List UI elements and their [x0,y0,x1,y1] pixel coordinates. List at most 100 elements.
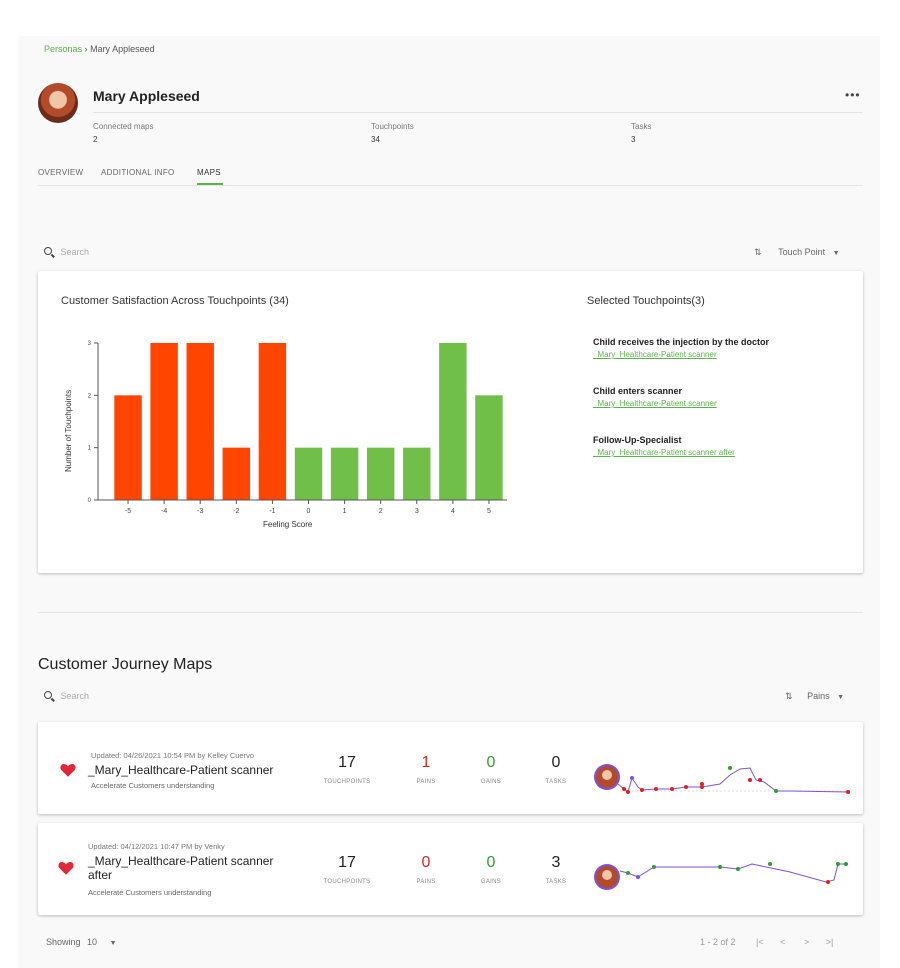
y-axis-label: Number of Touchpoints [64,390,73,472]
header-divider [93,112,863,113]
journey-search-input[interactable]: Search [60,691,90,701]
touchpoint-name: Child receives the injection by the doct… [593,337,770,347]
bar--3[interactable] [186,343,214,500]
x-tick-label: 2 [379,508,383,515]
showing-value[interactable]: 10 [87,937,98,947]
map-name[interactable]: _Mary_Healthcare-Patient scanner after [88,854,274,882]
search-icon [44,247,52,255]
stat-tasks: Tasks 3 [631,122,651,144]
sort-icon: ⇅ [754,247,762,257]
journey-map-card[interactable] [38,823,863,915]
bar-3[interactable] [403,447,431,500]
map-updated-text: Updated: 04/12/2021 10:47 PM by Venky [88,842,225,851]
chevron-down-icon[interactable]: ▼ [837,694,845,701]
showing-label: Showing [46,937,81,947]
metric-label: TASKS [545,879,567,885]
bar-2[interactable] [366,447,395,500]
map-touchpoints-count: 17 [338,854,356,871]
journey-section-title: Customer Journey Maps [38,656,213,673]
pagination: 1 - 2 of 2 |< < > >| [700,937,833,947]
touchpoint-name: Child enters scanner [593,386,683,396]
x-tick-label: 4 [451,508,455,515]
x-tick-label: 3 [415,508,419,515]
metric-label: PAINS [416,879,436,885]
metric-label: GAINS [480,879,502,885]
breadcrumb-separator: › [84,44,88,54]
bar--1[interactable] [258,343,287,500]
map-sparkline [594,764,850,794]
map-tasks-count: 0 [551,754,561,771]
touchpoint-search-input[interactable]: Search [60,247,90,257]
map-name[interactable]: _Mary_Healthcare-Patient scanner [88,763,274,777]
map-pains-count: 0 [421,854,431,871]
tabs-divider [38,185,863,186]
map-subtitle: Accelerate Customers understanding [88,888,212,897]
bar-5[interactable] [475,395,503,500]
tab-maps[interactable]: MAPS [197,168,221,177]
x-tick-label: 1 [343,508,347,515]
journey-map-card[interactable] [38,722,863,814]
tab-overview[interactable]: OVERVIEW [38,168,84,177]
stat-value: 3 [631,135,636,144]
favorite-heart-icon[interactable] [57,859,75,877]
y-tick-label: 3 [88,341,92,347]
y-tick-label: 0 [88,498,92,504]
touchpoint-sort[interactable]: ⇅ Touch Point ▼ [754,247,840,258]
breadcrumb: Personas › Mary Appleseed [44,44,155,54]
y-tick-label: 1 [88,446,92,452]
first-page-icon[interactable]: |< [756,937,764,947]
touchpoint-map-link[interactable]: _Mary_Healthcare-Patient scanner [593,350,717,359]
x-tick-label: -2 [233,508,239,515]
journey-search[interactable]: Search [44,691,89,701]
x-tick-label: 5 [487,508,491,515]
metric-label: TASKS [545,779,567,785]
breadcrumb-current: Mary Appleseed [90,44,155,54]
metric-label: TOUCHPOINTS [323,879,371,885]
y-tick-label: 2 [88,393,92,399]
last-page-icon[interactable]: >| [825,937,834,947]
selected-touchpoint-item: Follow-Up-Specialist _Mary_Healthcare-Pa… [593,435,735,457]
sort-icon: ⇅ [785,691,793,701]
stat-label: Touchpoints [371,122,414,131]
x-tick-label: -5 [125,508,131,515]
more-options-icon[interactable]: ••• [845,88,861,102]
prev-page-icon[interactable]: < [780,937,786,947]
persona-avatar [38,83,78,123]
x-tick-label: -3 [197,508,203,515]
map-subtitle: Accelerate Customers understanding [91,781,215,790]
x-tick-label: -1 [269,508,275,515]
section-divider [38,612,863,613]
selected-touchpoint-item: Child receives the injection by the doct… [593,337,769,359]
bar--5[interactable] [114,395,142,500]
map-gains-count: 0 [486,854,496,871]
page-size-selector[interactable]: Showing 10 ▼ [46,937,117,947]
map-updated-text: Updated: 04/26/2021 10:54 PM by Kelley C… [91,751,255,760]
journey-sort[interactable]: ⇅ Pains ▼ [785,691,844,702]
bar-4[interactable] [439,343,467,500]
journey-sort-label[interactable]: Pains [807,691,830,701]
map-sparkline [594,862,848,890]
breadcrumb-personas-link[interactable]: Personas [44,44,83,54]
touchpoint-name: Follow-Up-Specialist [593,435,682,445]
tab-additional-info[interactable]: ADDITIONAL INFO [101,168,175,177]
x-axis-label: Feeling Score [263,520,313,529]
touchpoint-search[interactable]: Search [44,247,89,257]
bar-1[interactable] [330,447,359,500]
tab-active-indicator [197,183,223,185]
stat-label: Connected maps [93,122,154,131]
stat-touchpoints: Touchpoints 34 [371,122,414,144]
metric-label: GAINS [480,779,502,785]
x-tick-label: -4 [161,508,167,515]
chart-title: Customer Satisfaction Across Touchpoints… [61,295,289,307]
favorite-heart-icon[interactable] [59,761,77,779]
touchpoint-map-link[interactable]: _Mary_Healthcare-Patient scanner [593,399,717,408]
chevron-down-icon[interactable]: ▼ [832,250,840,257]
touchpoint-sort-label[interactable]: Touch Point [778,247,826,257]
map-tasks-count: 3 [551,854,561,871]
next-page-icon[interactable]: > [803,937,810,947]
chevron-down-icon[interactable]: ▼ [109,940,117,947]
bar--4[interactable] [150,343,178,500]
bar-0[interactable] [294,447,323,500]
touchpoint-map-link[interactable]: _Mary_Healthcare-Patient scanner after [593,448,735,457]
bar--2[interactable] [222,447,251,500]
